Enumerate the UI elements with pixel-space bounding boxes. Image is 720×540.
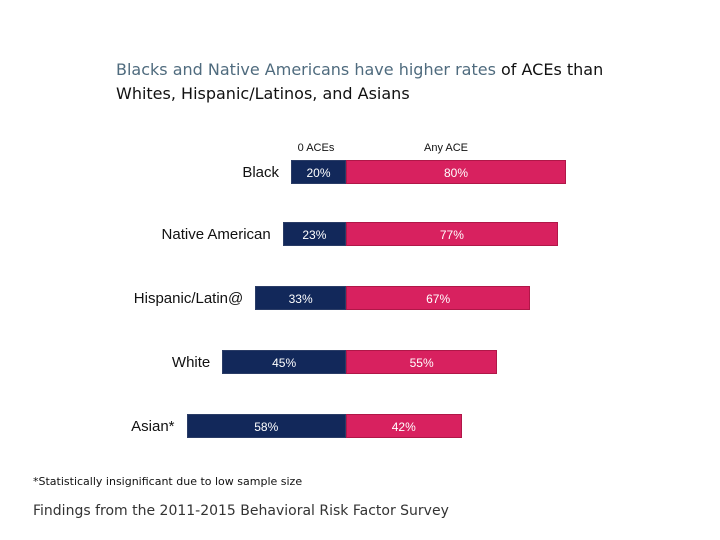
bar-zero-aces: 20% [291,160,346,184]
legend-any-ace: Any ACE [423,142,469,154]
bar-any-ace: 42% [346,414,462,438]
category-label: Asian* [131,418,175,435]
data-label: 45% [272,356,297,370]
title-highlight: Blacks and Native Americans have higher … [116,60,496,79]
legend-zero-aces: 0 ACEs [297,142,335,154]
bar-zero-aces: 33% [255,286,346,310]
data-label: 67% [426,292,451,306]
data-label: 23% [302,228,327,242]
data-label: 42% [391,420,416,434]
bar-zero-aces: 23% [282,222,346,246]
data-label: 33% [288,292,313,306]
bar-zero-aces: 45% [222,350,346,374]
category-label: Hispanic/Latin@ [133,290,244,307]
title-rest: of ACEs than Whites, Hispanic/Latinos, a… [116,60,604,103]
footnote: *Statistically insignificant due to low … [33,475,303,488]
data-label: 20% [306,166,331,180]
category-label: Black [242,164,279,181]
source-note: Findings from the 2011-2015 Behavioral R… [33,503,449,519]
chart-title: Blacks and Native Americans have higher … [116,58,656,106]
category-label: Native American [161,226,271,243]
bar-zero-aces: 58% [186,414,346,438]
bar-any-ace: 80% [346,160,566,184]
bar-any-ace: 67% [346,286,531,310]
bar-any-ace: 77% [346,222,558,246]
data-label: 58% [254,420,279,434]
data-label: 55% [409,356,434,370]
category-label: White [171,354,211,371]
bar-any-ace: 55% [346,350,498,374]
data-label: 77% [439,228,464,242]
data-label: 80% [443,166,469,180]
